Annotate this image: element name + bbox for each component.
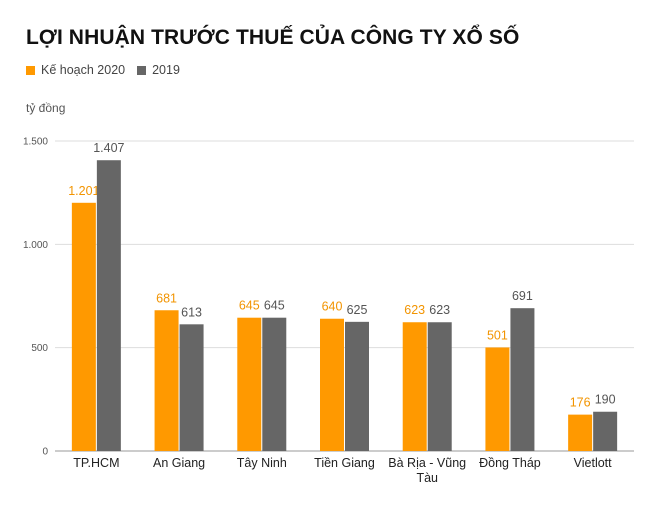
data-label: 645 [239, 299, 260, 313]
x-category-label: Vietlott [574, 456, 613, 470]
legend-label-2019: 2019 [152, 63, 180, 77]
bar-plan-2020 [402, 322, 427, 451]
bar-2019 [96, 160, 121, 451]
y-tick-label: 1.500 [23, 137, 48, 148]
data-label: 625 [347, 303, 368, 317]
bar-plan-2020 [568, 414, 593, 451]
x-category-label: Tây Ninh [237, 456, 287, 470]
legend-item-plan: Kế hoạch 2020 [26, 63, 125, 77]
data-label: 691 [512, 289, 533, 303]
chart-title: LỢI NHUẬN TRƯỚC THUẾ CỦA CÔNG TY XỔ SỐ [26, 26, 520, 49]
bar-2019 [593, 411, 618, 451]
bar-plan-2020 [485, 347, 510, 451]
y-unit-label: tỷ đồng [26, 101, 66, 115]
x-category-label: Bà Rịa - Vũng [388, 456, 466, 470]
data-label: 190 [595, 393, 616, 407]
x-category-label: An Giang [153, 456, 205, 470]
legend-swatch-plan [26, 65, 35, 75]
legend-item-2019: 2019 [137, 63, 180, 77]
y-tick-label: 0 [42, 447, 48, 458]
data-label: 640 [322, 300, 343, 314]
data-label: 1.201 [68, 184, 99, 198]
data-label: 645 [264, 299, 285, 313]
bar-plan-2020 [154, 310, 179, 451]
data-label: 501 [487, 328, 508, 342]
x-category-label: Tàu [416, 471, 438, 485]
x-category-label: Đồng Tháp [479, 456, 541, 470]
bar-2019 [179, 324, 204, 451]
y-tick-label: 1.000 [23, 240, 48, 251]
data-label: 623 [404, 303, 425, 317]
data-label: 613 [181, 305, 202, 319]
bar-plan-2020 [320, 318, 344, 451]
bar-plan-2020 [71, 202, 96, 451]
y-tick-label: 500 [31, 343, 48, 354]
bar-2019 [510, 308, 535, 451]
data-label: 681 [156, 291, 177, 305]
legend: Kế hoạch 2020 2019 [26, 63, 192, 77]
data-label: 1.407 [93, 141, 124, 155]
x-category-label: TP.HCM [73, 456, 119, 470]
legend-label-plan: Kế hoạch 2020 [41, 63, 126, 77]
x-category-label: Tiền Giang [314, 456, 375, 470]
data-label: 623 [429, 303, 450, 317]
bar-plan-2020 [237, 317, 262, 451]
data-label: 176 [570, 396, 591, 410]
bar-2019 [262, 317, 287, 451]
legend-swatch-2019 [137, 65, 147, 75]
bar-2019 [427, 322, 452, 451]
bar-2019 [345, 321, 369, 451]
